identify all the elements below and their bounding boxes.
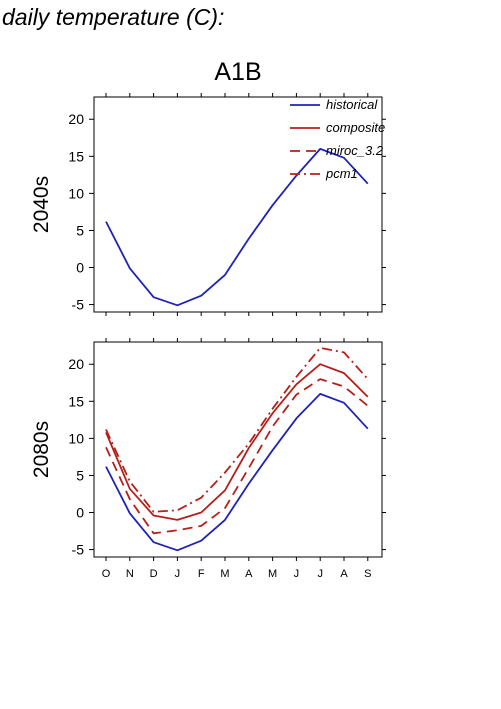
legend: historical composite miroc_3.2 pcm1 [290, 97, 385, 181]
y-tick-label: 0 [76, 260, 84, 276]
x-tick-label: O [102, 568, 111, 580]
panel-2080s: -5 0 5 10 15 20 2080s [30, 338, 386, 561]
x-tick-label: D [150, 568, 158, 580]
y-tick-label: 5 [76, 467, 84, 483]
y-tick-label: 20 [68, 111, 84, 127]
x-tick-label: J [175, 568, 181, 580]
x-tick-label: M [268, 568, 277, 580]
legend-label: historical [326, 97, 378, 112]
y-tick-label: -5 [72, 542, 85, 558]
x-tick-label: J [317, 568, 323, 580]
legend-label: miroc_3.2 [326, 143, 384, 158]
y-tick-label: 10 [68, 185, 84, 201]
x-tick-label: A [245, 568, 253, 580]
y-tick-label: -5 [72, 297, 85, 313]
series-line-composite [105, 363, 369, 521]
legend-label: composite [326, 120, 385, 135]
y-tick-label: 10 [68, 430, 84, 446]
y-tick-label: 0 [76, 505, 84, 521]
plot-frame [93, 96, 383, 313]
page-title: daily temperature (C): [2, 4, 225, 30]
y-tick-label: 5 [76, 222, 84, 238]
x-tick-label: M [220, 568, 229, 580]
series-line-pcm1 [105, 346, 369, 513]
series-line-historical [105, 147, 369, 307]
x-tick-label: J [294, 568, 300, 580]
series-line-miroc-3-2 [105, 378, 369, 535]
panel-label: 2040s [30, 176, 53, 233]
legend-label: pcm1 [325, 166, 358, 181]
x-tick-label: N [126, 568, 134, 580]
x-tick-label: A [340, 568, 348, 580]
plot-frame [93, 341, 383, 558]
y-tick-label: 20 [68, 356, 84, 372]
x-tick-label: F [198, 568, 205, 580]
series-line-historical [105, 392, 369, 552]
panel-label: 2080s [30, 421, 53, 478]
panel-2040s: -5 0 5 10 15 20 2040s [30, 93, 386, 316]
y-tick-label: 15 [68, 148, 84, 164]
x-tick-label: S [364, 568, 371, 580]
y-tick-label: 15 [68, 393, 84, 409]
scenario-title: A1B [214, 58, 262, 86]
